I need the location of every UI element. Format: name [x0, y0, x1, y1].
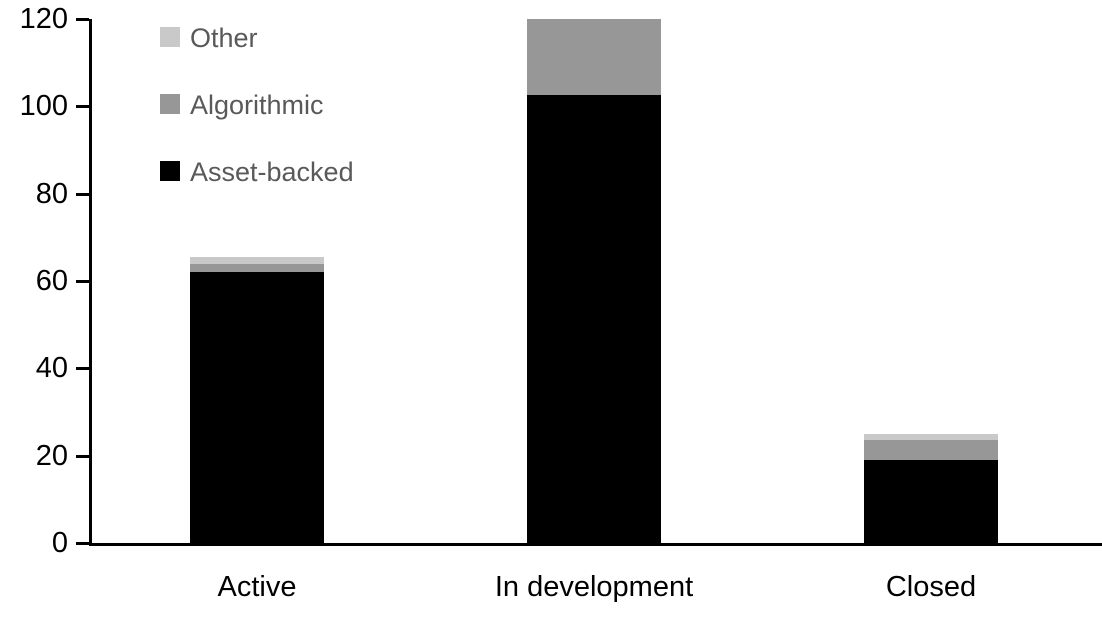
bar-in-development [527, 19, 661, 543]
y-tick-label: 120 [19, 3, 68, 35]
bar-closed [864, 433, 998, 543]
legend-label-asset-backed: Asset-backed [190, 157, 354, 187]
bar-segment-other [864, 433, 998, 441]
bar-segment-asset-backed [190, 272, 324, 543]
y-tick-label: 100 [19, 90, 68, 122]
y-tick-mark [76, 455, 89, 458]
legend-swatch-algorithmic [160, 94, 180, 114]
y-tick-label: 60 [35, 265, 68, 297]
legend-label-algorithmic: Algorithmic [190, 90, 324, 120]
bar-segment-asset-backed [864, 460, 998, 543]
bar-active [190, 257, 324, 543]
y-tick-mark [76, 105, 89, 108]
bar-segment-asset-backed [527, 95, 661, 543]
y-tick-label: 80 [35, 178, 68, 210]
x-category-label: Closed [885, 571, 977, 603]
y-tick-label: 20 [35, 440, 68, 472]
x-axis-line [89, 543, 1102, 546]
y-tick-mark [76, 18, 89, 21]
x-category-label: Active [217, 571, 297, 603]
y-tick-label: 40 [35, 352, 68, 384]
x-category-label: In development [494, 571, 694, 603]
y-tick-mark [76, 193, 89, 196]
y-axis-line [89, 19, 92, 546]
bar-segment-algorithmic [864, 440, 998, 460]
y-tick-label: 0 [51, 527, 68, 559]
y-tick-mark [76, 280, 89, 283]
legend-swatch-other [160, 27, 180, 47]
legend-swatch-asset-backed [160, 161, 180, 181]
y-tick-mark [76, 367, 89, 370]
bar-segment-other [190, 257, 324, 264]
legend-label-other: Other [190, 23, 258, 53]
bar-segment-algorithmic [527, 19, 661, 96]
bar-segment-algorithmic [190, 263, 324, 273]
y-tick-mark [76, 542, 89, 545]
